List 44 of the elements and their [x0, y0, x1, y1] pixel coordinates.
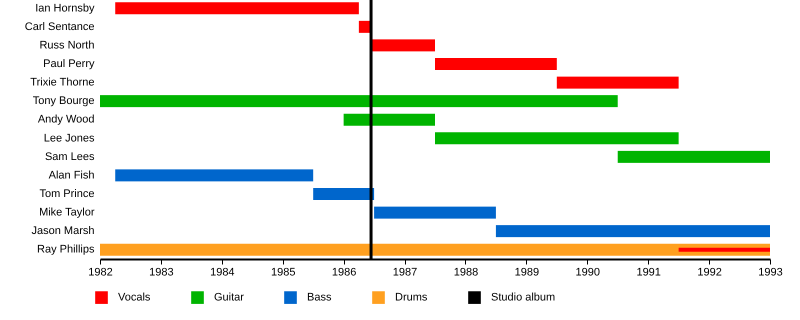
bar	[435, 58, 557, 70]
x-tick-label: 1985	[270, 266, 296, 278]
y-tick-label: Trixie Thorne	[30, 76, 94, 89]
y-tick-label: Lee Jones	[44, 132, 95, 144]
bar	[618, 150, 770, 163]
bar	[435, 132, 679, 144]
x-tick-label: 1991	[636, 266, 661, 278]
x-tick-label: 1982	[88, 266, 113, 278]
x-tick-label: 1984	[210, 266, 235, 278]
y-tick-label: Tony Bourge	[32, 95, 94, 108]
y-tick-label: Tom Prince	[39, 188, 94, 200]
x-tick-label: 1983	[149, 266, 174, 278]
y-tick-label: Paul Perry	[43, 58, 95, 70]
y-tick-label: Mike Taylor	[39, 206, 95, 219]
legend-label: Bass	[307, 292, 332, 304]
y-tick-label: Andy Wood	[38, 114, 94, 126]
x-tick-label: 1990	[576, 266, 600, 278]
y-tick-label: Sam Lees	[44, 150, 95, 163]
legend-label: Vocals	[118, 292, 151, 304]
y-tick-label: Russ North	[39, 39, 94, 52]
bar	[344, 114, 435, 126]
bar	[556, 76, 679, 89]
y-tick-label: Jason Marsh	[32, 225, 94, 238]
bar	[115, 169, 314, 182]
y-tick-label: Alan Fish	[48, 169, 94, 182]
bar	[100, 244, 770, 256]
bar	[313, 188, 374, 200]
x-tick-label: 1992	[697, 266, 722, 278]
bar	[100, 95, 618, 108]
legend-label: Studio album	[491, 292, 556, 304]
bar	[496, 225, 770, 238]
y-tick-label: Ian Hornsby	[35, 2, 95, 14]
y-tick-label: Ray Phillips	[37, 244, 95, 256]
bar	[115, 2, 359, 14]
bar	[374, 206, 496, 219]
x-tick-label: 1986	[332, 266, 356, 278]
bar	[371, 39, 435, 52]
legend-label: Guitar	[214, 292, 244, 304]
y-tick-label: Carl Sentance	[24, 20, 94, 33]
x-tick-label: 1993	[758, 266, 783, 278]
x-tick-label: 1987	[392, 266, 418, 278]
x-tick-label: 1988	[454, 266, 478, 278]
x-tick-label: 1989	[514, 266, 540, 278]
legend-label: Drums	[395, 292, 428, 304]
